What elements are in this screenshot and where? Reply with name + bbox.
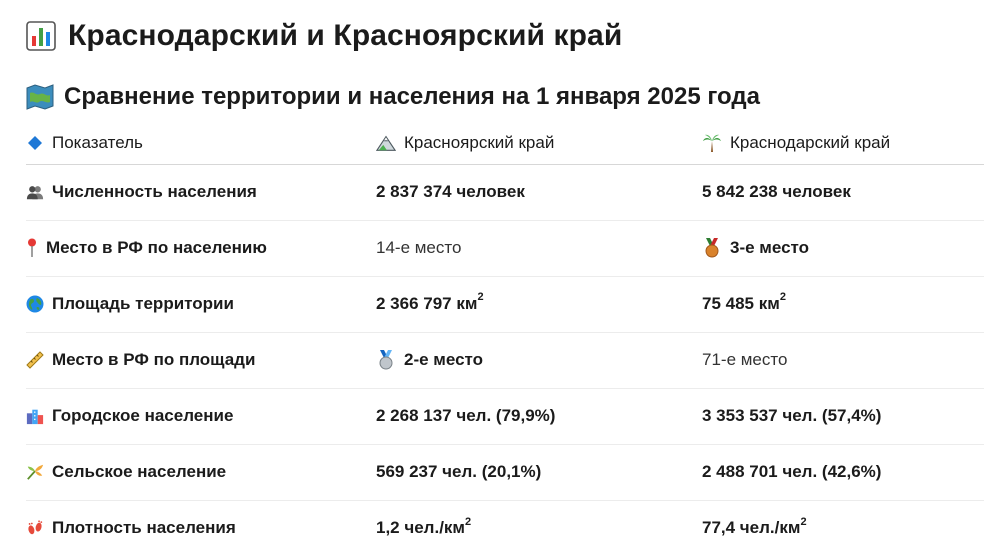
mountain-icon	[376, 133, 396, 153]
table-row: Место в РФ по населению 14-е место	[26, 220, 984, 276]
krasnodar-value: 5 842 238 человек	[702, 182, 851, 201]
krasnoyarsk-value: 2 837 374 человек	[376, 182, 525, 201]
superscript: 2	[779, 291, 786, 304]
krasnoyarsk-value-text: 2 366 797 км	[376, 294, 478, 313]
krasnoyarsk-value-text: 1,2 чел./км	[376, 518, 466, 538]
page-title: Краснодарский и Красноярский край	[26, 0, 984, 72]
krasnodar-value: 3 353 537 чел. (57,4%)	[702, 406, 882, 425]
krasnoyarsk-value: 2 366 797 км2	[376, 276, 702, 332]
blue-diamond-icon	[26, 134, 44, 152]
bar-chart-icon	[26, 21, 56, 51]
header-krasnoyarsk: Красноярский край	[376, 122, 702, 164]
table-row: Сельское население 569 237 чел. (20,1%) …	[26, 444, 984, 500]
table-row: Площадь территории 2 366 797 км2 75 485 …	[26, 276, 984, 332]
krasnodar-value: 75 485 км2	[702, 276, 984, 332]
superscript: 2	[800, 515, 807, 528]
row-label: Сельское население	[52, 462, 227, 481]
footprints-icon	[26, 519, 44, 537]
pin-icon	[26, 238, 38, 258]
row-label: Площадь территории	[52, 294, 234, 313]
table-row: Место в РФ по площади 2-е место	[26, 332, 984, 388]
table-row: Численность населения 2 837 374 человек …	[26, 164, 984, 220]
table-header-row: Показатель Красноярский край	[26, 122, 984, 164]
palm-tree-icon	[702, 133, 722, 153]
map-icon	[26, 83, 54, 111]
row-label-cell: Площадь территории	[26, 276, 376, 332]
superscript: 2	[477, 291, 484, 304]
table-row: Городское население 2 268 137 чел. (79,9…	[26, 388, 984, 444]
row-label: Место в РФ по населению	[46, 238, 267, 257]
silver-medal-icon	[376, 350, 396, 370]
row-label-cell: Место в РФ по площади	[26, 332, 376, 388]
krasnodar-value-cell: 3-е место	[702, 220, 984, 276]
krasnodar-value-text: 77,4 чел./км	[702, 518, 801, 538]
krasnodar-value: 77,4 чел./км2	[702, 500, 984, 552]
krasnoyarsk-value: 1,2 чел./км2	[376, 500, 702, 552]
bronze-medal-icon	[702, 238, 722, 258]
ruler-icon	[26, 351, 44, 369]
row-label: Место в РФ по площади	[52, 350, 256, 369]
krasnodar-value: 2 488 701 чел. (42,6%)	[702, 462, 882, 481]
krasnodar-value-text: 75 485 км	[702, 294, 780, 313]
city-icon	[26, 407, 44, 425]
row-label-cell: Городское население	[26, 388, 376, 444]
row-label-cell: Сельское население	[26, 444, 376, 500]
krasnoyarsk-value: 2 268 137 чел. (79,9%)	[376, 406, 556, 425]
krasnoyarsk-value: 14-е место	[376, 238, 462, 257]
krasnoyarsk-value: 569 237 чел. (20,1%)	[376, 462, 542, 481]
krasnodar-value: 71-е место	[702, 350, 788, 369]
table-row: Плотность населения 1,2 чел./км2 77,4 че…	[26, 500, 984, 552]
header-indicator-label: Показатель	[52, 132, 143, 152]
header-krasnoyarsk-label: Красноярский край	[404, 132, 555, 152]
row-label: Численность населения	[52, 182, 257, 201]
comparison-table: Показатель Красноярский край	[26, 122, 984, 552]
header-indicator: Показатель	[26, 122, 376, 164]
krasnoyarsk-value: 2-е место	[404, 350, 484, 369]
people-icon	[26, 183, 44, 201]
page-title-text: Краснодарский и Красноярский край	[68, 19, 623, 52]
section-heading-text: Сравнение территории и населения на 1 ян…	[64, 83, 760, 110]
row-label-cell: Численность населения	[26, 164, 376, 220]
row-label-cell: Плотность населения	[26, 500, 376, 552]
krasnodar-value: 3-е место	[730, 238, 810, 257]
row-label-cell: Место в РФ по населению	[26, 220, 376, 276]
superscript: 2	[465, 515, 472, 528]
header-krasnodar: Краснодарский край	[702, 122, 984, 164]
row-label: Городское население	[52, 406, 234, 425]
globe-icon	[26, 295, 44, 313]
row-label: Плотность населения	[52, 518, 236, 538]
header-krasnodar-label: Краснодарский край	[730, 132, 891, 152]
krasnoyarsk-value-cell: 2-е место	[376, 332, 702, 388]
section-heading: Сравнение территории и населения на 1 ян…	[26, 72, 984, 122]
sheaf-icon	[26, 463, 44, 481]
